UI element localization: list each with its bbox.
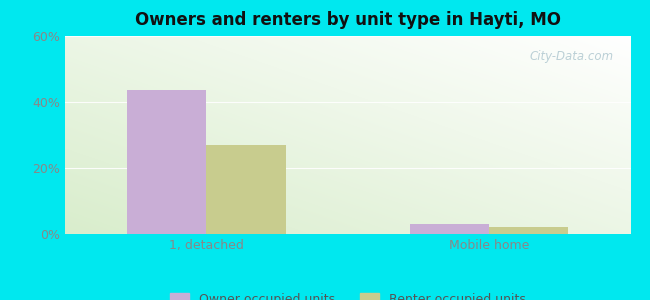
- Bar: [207, 145, 285, 234]
- Bar: [410, 224, 489, 234]
- Legend: Owner occupied units, Renter occupied units: Owner occupied units, Renter occupied un…: [165, 288, 530, 300]
- Bar: [127, 91, 207, 234]
- Text: City-Data.com: City-Data.com: [529, 50, 614, 63]
- Bar: [489, 227, 568, 234]
- Title: Owners and renters by unit type in Hayti, MO: Owners and renters by unit type in Hayti…: [135, 11, 561, 29]
